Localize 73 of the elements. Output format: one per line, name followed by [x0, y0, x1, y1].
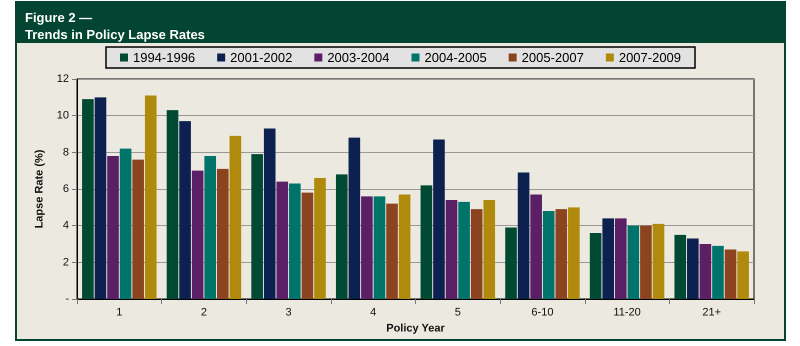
y-tick-label: 10 [56, 110, 69, 122]
x-tick-label: 4 [370, 306, 376, 318]
legend-label: 2007-2009 [618, 50, 682, 65]
legend-label: 2003-2004 [327, 50, 390, 65]
bar [302, 192, 314, 299]
x-tick-label: 11-20 [613, 306, 641, 318]
y-tick-label: - [65, 293, 70, 305]
y-tick-label: 6 [62, 183, 69, 195]
legend-label: 2001-2002 [230, 50, 292, 65]
bar [737, 251, 749, 299]
y-tick-label: 4 [62, 220, 69, 232]
x-tick-label: 5 [454, 306, 461, 318]
legend-label: 1994-1996 [132, 50, 196, 65]
x-axis-title: Policy Year [386, 322, 446, 334]
legend-label: 2005-2007 [522, 50, 584, 65]
bar [361, 196, 373, 299]
bar [216, 168, 229, 299]
bar [420, 185, 432, 299]
bar [614, 218, 627, 299]
bar [166, 110, 178, 299]
y-tick-label: 8 [62, 146, 69, 158]
bar [446, 200, 458, 299]
bar [724, 250, 736, 299]
y-axis-title: Lapse Rate (%) [34, 149, 46, 228]
bar [398, 194, 410, 299]
bar [144, 96, 157, 299]
bar [251, 154, 263, 299]
bar [132, 160, 144, 299]
bar [204, 156, 216, 299]
x-tick-label: 6-10 [531, 306, 554, 318]
y-tick-label: 2 [62, 256, 69, 268]
bar [433, 140, 445, 299]
bar [590, 233, 602, 299]
bar [374, 196, 386, 299]
bar [687, 238, 699, 299]
bar [289, 184, 301, 299]
bar [192, 170, 204, 299]
bar [505, 228, 517, 299]
bar [82, 99, 94, 299]
bar [107, 156, 119, 299]
x-tick-label: 2 [200, 306, 207, 318]
bar [276, 182, 288, 299]
bar [602, 218, 614, 299]
bar [700, 244, 712, 299]
chart-subtitle: Trends in Policy Lapse Rates [25, 26, 206, 43]
legend-label: 2004-2005 [424, 50, 487, 65]
bar [712, 246, 724, 299]
bar [518, 172, 530, 299]
x-tick-label: 21+ [702, 306, 722, 318]
bar [470, 209, 482, 299]
bar [628, 226, 640, 299]
bar [336, 174, 348, 299]
bar [483, 200, 496, 299]
bar [542, 211, 555, 299]
bar [230, 136, 242, 299]
bar [568, 207, 580, 299]
bar [314, 178, 326, 299]
bar [264, 128, 276, 299]
bar [179, 121, 191, 299]
bar [94, 97, 106, 299]
bar [652, 224, 664, 299]
bar [458, 202, 470, 299]
chart-title: Figure 2 — [25, 9, 94, 26]
y-tick-label: 12 [56, 73, 69, 85]
bar [348, 138, 360, 299]
bar [120, 148, 132, 299]
bar [555, 209, 568, 299]
bar [674, 234, 686, 299]
bar [530, 194, 542, 299]
x-tick-label: 1 [116, 306, 122, 318]
bar [640, 226, 652, 299]
x-tick-label: 3 [286, 306, 292, 318]
bar [386, 204, 398, 299]
